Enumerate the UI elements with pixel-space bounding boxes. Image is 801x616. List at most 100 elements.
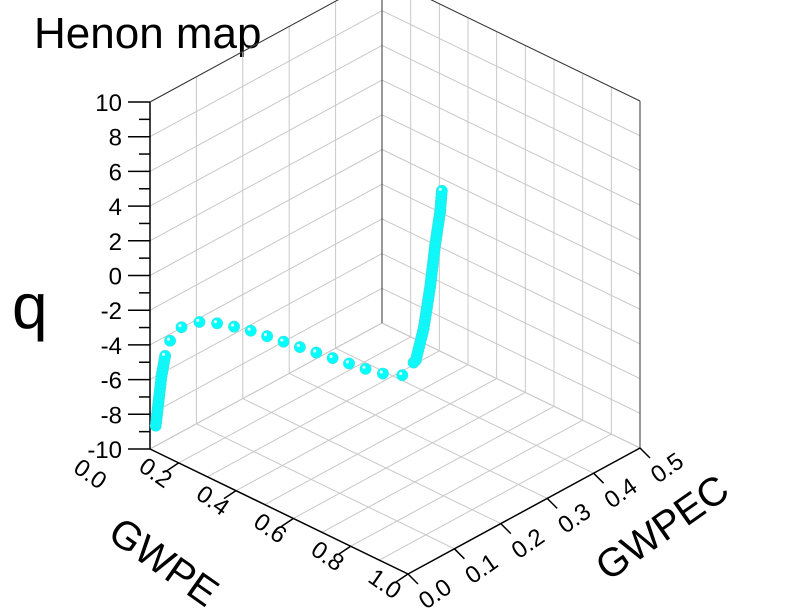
data-point	[343, 357, 355, 370]
grid-line	[235, 364, 469, 492]
data-point	[261, 330, 274, 343]
y-tick	[546, 497, 558, 509]
data-point	[175, 321, 188, 334]
y-axis-line	[407, 447, 641, 575]
z-tick-label: -8	[101, 402, 122, 429]
data-point-highlight	[345, 360, 350, 364]
z-tick-label: -10	[87, 437, 122, 464]
data-point-highlight	[379, 370, 383, 374]
x-tick	[280, 517, 294, 528]
grid-line	[149, 183, 383, 311]
y-tick-label: 0.4	[600, 473, 643, 514]
data-point-highlight	[438, 187, 442, 191]
data-point-highlight	[399, 371, 403, 376]
grid-line	[430, 0, 641, 102]
grid-line	[196, 423, 455, 550]
grid-line	[149, 79, 383, 207]
chart-title: Henon map	[34, 9, 261, 58]
data-point-highlight	[196, 318, 200, 323]
grid-line	[178, 336, 411, 464]
data-point	[277, 335, 290, 348]
data-point-highlight	[230, 323, 235, 327]
data-point	[310, 346, 323, 359]
z-axis-label: q	[12, 270, 48, 342]
data-point	[164, 334, 176, 347]
data-point-highlight	[280, 338, 284, 342]
grid-line	[321, 405, 555, 533]
y-tick	[639, 447, 651, 459]
grid-line	[379, 433, 612, 561]
grid-line	[242, 398, 502, 525]
data-point-highlight	[178, 324, 182, 328]
x-tick	[338, 545, 352, 555]
data-point	[326, 352, 339, 364]
z-tick-label: 0	[109, 264, 122, 291]
data-point-highlight	[213, 320, 218, 324]
x-tick	[166, 462, 180, 472]
grid-line	[350, 419, 583, 547]
z-tick-label: -2	[101, 298, 122, 325]
data-point	[228, 320, 240, 333]
y-tick	[500, 523, 512, 535]
grid-line	[293, 392, 526, 519]
grid-line	[149, 149, 383, 276]
grid-line	[149, 10, 383, 138]
y-tick-label: 0.0	[414, 574, 457, 615]
data-point	[293, 341, 306, 354]
data-point-highlight	[329, 354, 333, 359]
data-point	[359, 362, 372, 375]
data-point	[244, 324, 257, 337]
grid-line	[381, 183, 641, 310]
x-tick	[223, 490, 237, 500]
grid-line	[149, 44, 383, 172]
grid-line	[149, 322, 383, 450]
y-tick	[453, 548, 465, 560]
grid-line	[288, 372, 548, 499]
y-tick	[593, 472, 605, 484]
data-point-highlight	[296, 343, 300, 348]
data-point-highlight	[247, 327, 251, 331]
axes-layer	[149, 0, 641, 575]
data-point	[377, 367, 389, 380]
y-tick-label: 0.2	[507, 523, 550, 564]
grid-line	[381, 10, 641, 137]
data-point-highlight	[166, 337, 171, 341]
x-axis-line	[149, 448, 409, 575]
grid-line	[381, 79, 641, 206]
z-tick-label: 10	[95, 90, 122, 117]
z-tick-label: 2	[109, 229, 122, 256]
grid-line	[381, 253, 641, 380]
data-point-highlight	[313, 349, 317, 353]
z-tick-label: 6	[109, 159, 122, 186]
y-tick-label: 0.5	[646, 448, 689, 489]
data-point-highlight	[161, 352, 166, 356]
x-tick	[395, 573, 409, 583]
grid-line	[335, 347, 594, 474]
z-tick-label: 8	[109, 125, 122, 152]
grid-layer	[149, 0, 641, 575]
grid-line	[149, 253, 383, 381]
data-point-highlight	[362, 365, 366, 369]
grid-line	[381, 44, 641, 171]
grid-line	[149, 114, 383, 242]
z-tick-label: -6	[101, 368, 122, 395]
x-axis-label: GWPE	[101, 509, 226, 615]
data-point	[159, 350, 172, 362]
data-point	[396, 369, 409, 382]
box-edge	[149, 0, 339, 103]
y-tick	[407, 573, 419, 585]
z-tick-label: -4	[101, 333, 122, 360]
data-points	[149, 185, 448, 432]
y-tick-label: 0.1	[460, 548, 503, 589]
data-point	[435, 185, 448, 197]
z-tick-label: 4	[109, 194, 122, 221]
grid-line	[264, 378, 497, 505]
grid-line	[149, 218, 383, 346]
box-edge	[430, 0, 641, 102]
grid-line	[149, 287, 383, 415]
y-tick-label: 0.3	[553, 498, 596, 539]
data-point-highlight	[263, 333, 268, 337]
data-point	[193, 316, 206, 328]
data-point	[211, 317, 223, 330]
